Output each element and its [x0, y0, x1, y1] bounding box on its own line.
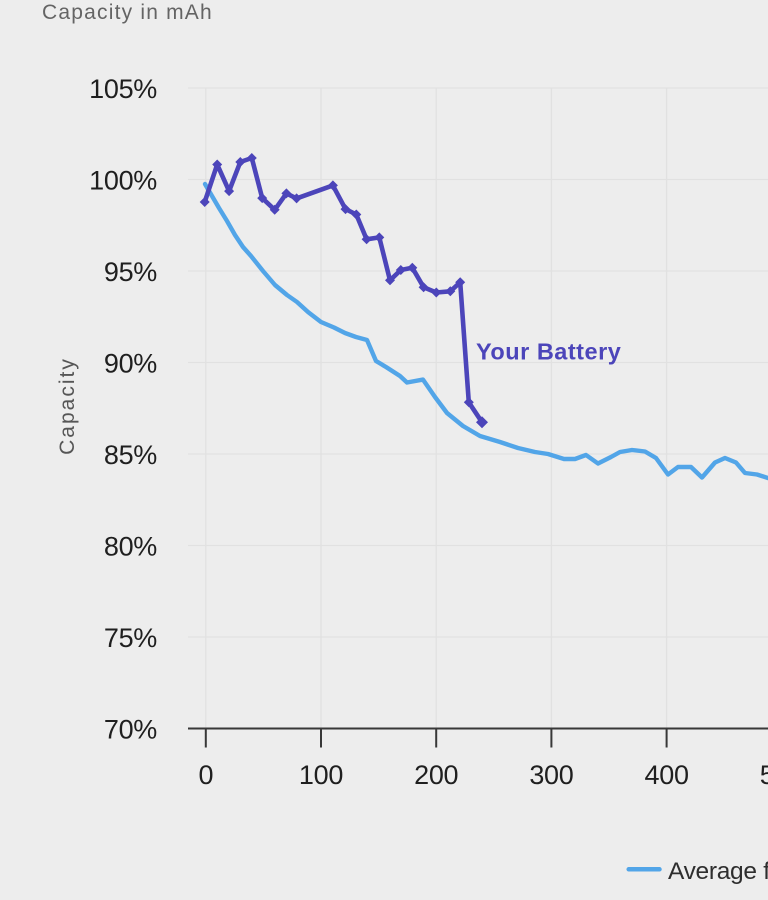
svg-text:85%: 85%	[104, 440, 157, 470]
svg-text:500: 500	[760, 760, 768, 790]
svg-text:200: 200	[414, 760, 458, 790]
svg-text:400: 400	[645, 760, 689, 790]
svg-text:105%: 105%	[89, 74, 157, 104]
svg-text:Your Battery: Your Battery	[476, 339, 621, 365]
svg-text:0: 0	[198, 760, 213, 790]
svg-text:100%: 100%	[89, 165, 157, 195]
svg-text:Capacity: Capacity	[56, 357, 79, 455]
svg-text:95%: 95%	[104, 257, 157, 287]
svg-text:300: 300	[529, 760, 573, 790]
svg-text:70%: 70%	[104, 714, 157, 744]
svg-text:100: 100	[299, 760, 343, 790]
svg-text:75%: 75%	[104, 623, 157, 653]
svg-text:Average for this model: Average for this model	[668, 858, 768, 885]
svg-text:Capacity in mAh: Capacity in mAh	[42, 1, 213, 24]
svg-text:80%: 80%	[104, 531, 157, 561]
svg-text:90%: 90%	[104, 348, 157, 378]
